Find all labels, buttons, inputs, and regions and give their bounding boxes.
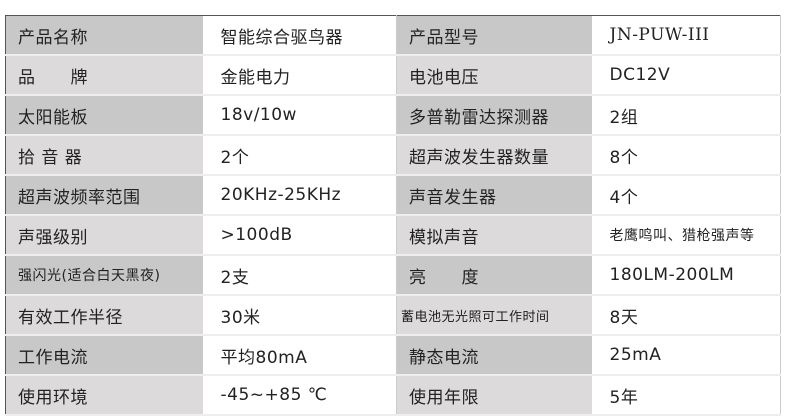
spec-label: 工作电流 xyxy=(5,335,203,376)
table-row: 品 牌金能电力 电池电压 DC12V xyxy=(5,55,781,96)
spec-value: 老鹰鸣叫、猎枪强声等 xyxy=(591,215,781,256)
spec-value: 2支 xyxy=(202,255,397,296)
spec-value: -45~+85 ℃ xyxy=(202,375,397,416)
table-row: 使用环境 -45~+85 ℃ 使用年限 5年 xyxy=(5,375,781,416)
spec-label: 蓄电池无光照可工作时间 xyxy=(396,295,592,336)
spec-value: 2组 xyxy=(591,95,781,136)
spec-label: 声音发生器 xyxy=(396,175,592,216)
spec-label: 超声波频率范围 xyxy=(5,175,203,216)
spec-value: >100dB xyxy=(202,215,397,256)
spec-value: 4个 xyxy=(591,175,781,216)
spec-value: 金能电力 xyxy=(202,55,397,96)
spec-label: 电池电压 xyxy=(396,55,592,96)
spec-label: 使用环境 xyxy=(5,375,203,416)
spec-value: 8天 xyxy=(591,295,781,336)
table-row: 超声波频率范围 20KHz-25KHz 声音发生器 4个 xyxy=(5,175,781,216)
table-row: 有效工作半径 30米 蓄电池无光照可工作时间 8天 xyxy=(5,295,781,336)
table-row: 工作电流 平均80mA 静态电流 25mA xyxy=(5,335,781,376)
spec-value: 智能综合驱鸟器 xyxy=(202,15,397,56)
table-row: 拾 音 器 2个 超声波发生器数量 8个 xyxy=(5,135,781,176)
spec-label: 有效工作半径 xyxy=(5,295,203,336)
spec-label: 声强级别 xyxy=(5,215,203,256)
spec-value: 18v/10w xyxy=(202,95,397,136)
spec-label: 静态电流 xyxy=(396,335,592,376)
spec-label: 模拟声音 xyxy=(396,215,592,256)
spec-value: 5年 xyxy=(591,375,781,416)
spec-value: JN-PUW-III xyxy=(591,15,781,56)
spec-label: 强闪光(适合白天黑夜) xyxy=(5,255,203,296)
spec-value: 2个 xyxy=(202,135,397,176)
spec-value: 平均80mA xyxy=(202,335,397,376)
spec-label: 产品型号 xyxy=(396,15,592,56)
spec-label: 品 牌 xyxy=(5,55,203,96)
spec-value: 8个 xyxy=(591,135,781,176)
table-row: 太阳能板 18v/10w 多普勒雷达探测器 2组 xyxy=(5,95,781,136)
spec-label: 拾 音 器 xyxy=(5,135,203,176)
spec-label: 超声波发生器数量 xyxy=(396,135,592,176)
spec-value: 180LM-200LM xyxy=(591,255,781,296)
spec-value: 20KHz-25KHz xyxy=(202,175,397,216)
spec-label: 产品名称 xyxy=(5,15,203,56)
spec-label: 多普勒雷达探测器 xyxy=(396,95,592,136)
table-row: 强闪光(适合白天黑夜) 2支亮 度 180LM-200LM xyxy=(5,255,781,296)
spec-label: 太阳能板 xyxy=(5,95,203,136)
table-row: 产品名称 智能综合驱鸟器 产品型号 JN-PUW-III xyxy=(5,15,781,56)
spec-value: DC12V xyxy=(591,55,781,96)
spec-label: 使用年限 xyxy=(396,375,592,416)
spec-table: 产品名称 智能综合驱鸟器 产品型号 JN-PUW-III 品 牌金能电力 电池电压 DC12… xyxy=(5,15,781,416)
spec-value: 25mA xyxy=(591,335,781,376)
spec-value: 30米 xyxy=(202,295,397,336)
table-row: 声强级别 >100dB 模拟声音 老鹰鸣叫、猎枪强声等 xyxy=(5,215,781,256)
spec-label: 亮 度 xyxy=(396,255,592,296)
